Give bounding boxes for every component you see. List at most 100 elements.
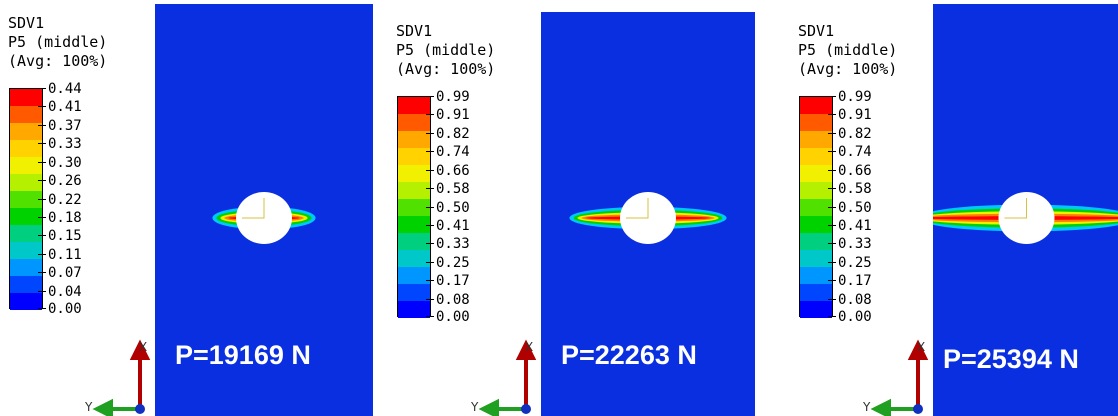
colorbar-segment — [10, 276, 42, 293]
legend-header-line: P5 (middle) — [798, 41, 898, 59]
colorbar-tick — [426, 206, 434, 208]
colorbar-segment — [398, 114, 430, 131]
colorbar-tick-label: 0.08 — [436, 291, 470, 308]
colorbar-tick-label: 0.41 — [48, 99, 82, 116]
colorbar-tick — [426, 316, 434, 317]
colorbar-segment — [398, 148, 430, 165]
plate-model — [541, 12, 755, 416]
colorbar-tick-label: 0.37 — [48, 117, 82, 134]
colorbar — [799, 96, 833, 318]
colorbar-segment — [10, 89, 42, 106]
hole-axes-marker — [1004, 198, 1027, 219]
colorbar-segment — [10, 242, 42, 259]
colorbar-tick-label: 0.33 — [436, 236, 470, 253]
colorbar-segment — [800, 182, 832, 199]
damage-contour — [933, 192, 1118, 244]
legend-header-line: (Avg: 100%) — [798, 60, 898, 78]
colorbar-tick — [38, 180, 46, 182]
colorbar-tick-label: 0.50 — [436, 199, 470, 216]
colorbar — [9, 88, 43, 310]
colorbar-segment — [10, 191, 42, 208]
colorbar-segment — [398, 199, 430, 216]
colorbar-segment — [800, 199, 832, 216]
colorbar-segment — [800, 301, 832, 318]
colorbar-tick — [828, 151, 836, 153]
legend-header-line: (Avg: 100%) — [396, 60, 496, 78]
axis-triad — [92, 339, 151, 416]
colorbar-tick — [38, 198, 46, 200]
damage-contour — [569, 192, 727, 244]
colorbar-tick — [38, 124, 46, 126]
colorbar-tick-label: 0.22 — [48, 191, 82, 208]
axis-triad — [870, 339, 929, 416]
load-label: P=25394 N — [943, 344, 1079, 374]
colorbar-tick-label: 0.00 — [48, 301, 82, 317]
result-panel: SDV1 P5 (middle) (Avg: 100%) 0.99 0.91 0.82 0.… — [790, 0, 1118, 416]
colorbar-tick-label: 0.99 — [838, 89, 872, 105]
colorbar-tick-label: 0.17 — [838, 273, 872, 290]
load-label: P=19169 N — [175, 340, 311, 370]
colorbar-segment — [10, 208, 42, 225]
colorbar-segment — [800, 131, 832, 148]
colorbar-tick-label: 0.50 — [838, 199, 872, 216]
colorbar-tick — [426, 96, 434, 97]
legend-header-line: P5 (middle) — [396, 41, 496, 59]
colorbar-tick — [426, 280, 434, 282]
colorbar-tick — [38, 161, 46, 163]
colorbar-tick — [426, 188, 434, 190]
colorbar-segment — [398, 131, 430, 148]
colorbar-tick-label: 0.82 — [436, 125, 470, 142]
colorbar-tick — [38, 106, 46, 108]
colorbar-tick — [828, 298, 836, 300]
colorbar-tick-label: 0.15 — [48, 228, 82, 245]
colorbar-tick-label: 0.91 — [838, 107, 872, 124]
load-label: P=22263 N — [561, 340, 697, 370]
z-axis-dot — [135, 404, 145, 414]
legend-header-line: (Avg: 100%) — [8, 52, 108, 70]
colorbar-segment — [398, 250, 430, 267]
colorbar-tick-label: 0.25 — [436, 254, 470, 271]
colorbar-segment — [800, 250, 832, 267]
colorbar-tick-label: 0.00 — [838, 309, 872, 325]
colorbar-segment — [800, 165, 832, 182]
colorbar-tick-label: 0.41 — [838, 217, 872, 234]
colorbar-tick-label: 0.00 — [436, 309, 470, 325]
colorbar-tick-label: 0.58 — [838, 181, 872, 198]
colorbar-tick — [426, 224, 434, 226]
colorbar-tick-label: 0.07 — [48, 265, 82, 282]
colorbar-tick-label: 0.25 — [838, 254, 872, 271]
colorbar-segment — [800, 284, 832, 301]
colorbar-tick — [828, 206, 836, 208]
colorbar-tick — [828, 280, 836, 282]
colorbar-segment — [10, 225, 42, 242]
y-axis-letter: Y — [471, 400, 479, 414]
colorbar-tick — [828, 188, 836, 190]
plate-model — [155, 4, 373, 416]
colorbar-tick-label: 0.18 — [48, 209, 82, 226]
x-axis-arrow — [129, 339, 151, 409]
colorbar-tick-label: 0.74 — [838, 144, 872, 161]
colorbar-segment — [800, 114, 832, 131]
colorbar-segment — [398, 301, 430, 318]
colorbar-segment — [10, 293, 42, 310]
y-axis-letter: Y — [863, 400, 871, 414]
colorbar-tick-label: 0.08 — [838, 291, 872, 308]
y-axis-arrow — [870, 398, 918, 416]
x-axis-arrow — [515, 339, 537, 409]
colorbar-tick-label: 0.41 — [436, 217, 470, 234]
legend-header-line: SDV1 — [396, 22, 433, 40]
colorbar-tick — [38, 290, 46, 292]
colorbar-segment — [10, 174, 42, 191]
colorbar-tick-label: 0.99 — [436, 89, 470, 105]
colorbar — [397, 96, 431, 318]
legend-header-line: SDV1 — [798, 22, 835, 40]
colorbar-tick — [38, 88, 46, 89]
colorbar-tick — [426, 169, 434, 171]
colorbar-tick — [426, 151, 434, 153]
colorbar-tick-label: 0.44 — [48, 81, 82, 97]
colorbar-segment — [398, 267, 430, 284]
colorbar-tick — [828, 316, 836, 317]
x-axis-letter: X — [917, 340, 926, 354]
colorbar-tick — [38, 253, 46, 255]
colorbar-segment — [800, 233, 832, 250]
